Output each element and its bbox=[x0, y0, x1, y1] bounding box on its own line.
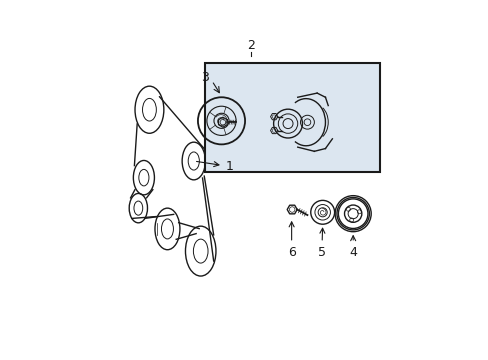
Text: 5: 5 bbox=[317, 228, 325, 258]
Text: 6: 6 bbox=[287, 222, 295, 258]
Text: 1: 1 bbox=[196, 160, 233, 173]
Text: 3: 3 bbox=[201, 71, 208, 84]
Bar bbox=[204, 63, 379, 172]
Text: 2: 2 bbox=[246, 39, 254, 51]
Text: 4: 4 bbox=[348, 236, 356, 258]
